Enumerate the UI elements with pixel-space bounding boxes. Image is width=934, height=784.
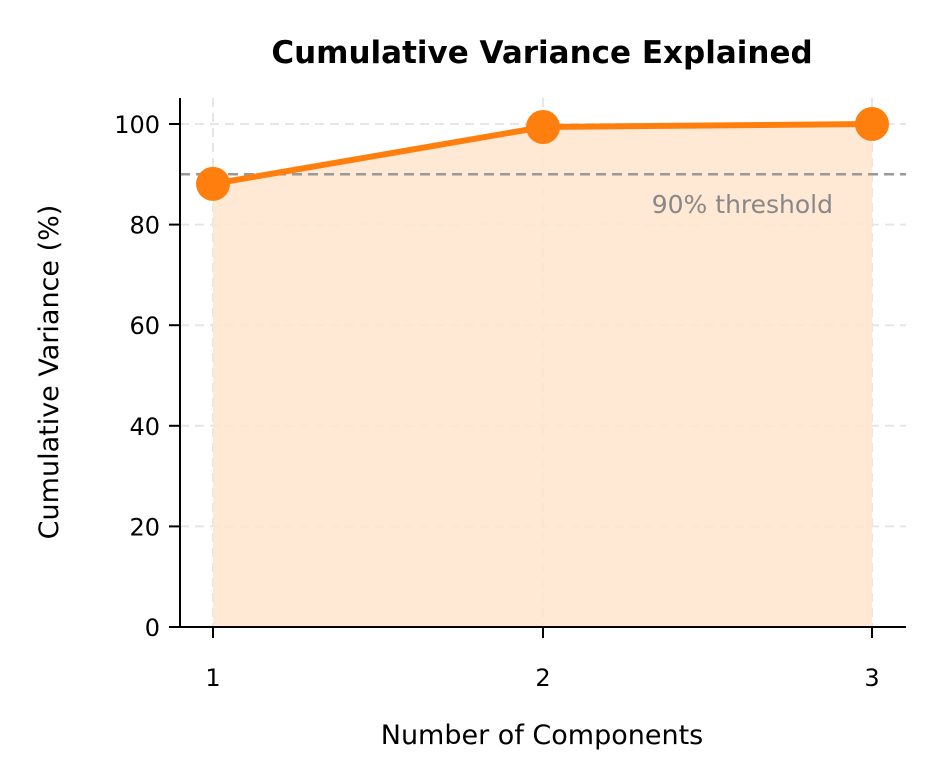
x-axis-ticks: 1 2 3 — [205, 627, 880, 692]
x-tick-label: 2 — [535, 664, 550, 692]
x-axis-label: Number of Components — [381, 720, 703, 751]
y-tick-label: 40 — [129, 413, 160, 441]
chart-title: Cumulative Variance Explained — [271, 35, 812, 71]
x-tick-label: 1 — [205, 664, 220, 692]
data-markers — [196, 107, 889, 201]
y-tick-label: 60 — [129, 312, 160, 340]
y-tick-label: 100 — [114, 111, 160, 139]
y-tick-label: 80 — [129, 212, 160, 240]
data-point-marker — [196, 166, 230, 201]
area-fill — [213, 124, 872, 627]
y-axis-ticks: 0 20 40 60 80 100 — [114, 111, 180, 642]
y-tick-label: 0 — [145, 614, 160, 642]
y-axis-label: Cumulative Variance (%) — [34, 205, 65, 540]
y-tick-label: 20 — [129, 513, 160, 541]
data-point-marker — [526, 110, 560, 145]
threshold-annotation: 90% threshold — [652, 190, 833, 219]
plot-area: 90% threshold — [180, 98, 906, 627]
x-tick-label: 3 — [864, 664, 879, 692]
data-point-marker — [855, 107, 889, 141]
